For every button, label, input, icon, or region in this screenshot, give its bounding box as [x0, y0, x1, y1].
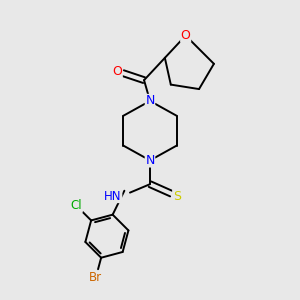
- Text: S: S: [173, 190, 181, 202]
- Text: Cl: Cl: [70, 199, 82, 212]
- Text: O: O: [112, 65, 122, 78]
- Text: N: N: [145, 154, 155, 167]
- Text: N: N: [145, 94, 155, 107]
- Text: HN: HN: [104, 190, 122, 202]
- Text: Br: Br: [89, 271, 102, 284]
- Text: O: O: [181, 29, 190, 42]
